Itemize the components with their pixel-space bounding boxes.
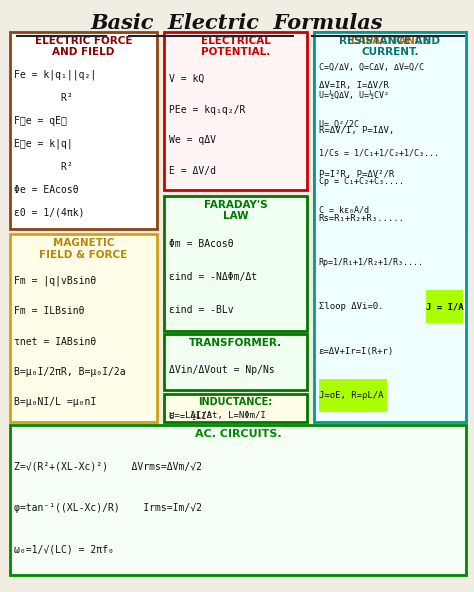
Text: E⃗e = k|q|: E⃗e = k|q| (15, 139, 73, 149)
Text: J=σE, R=ρL/A: J=σE, R=ρL/A (319, 391, 383, 400)
Bar (164, 334, 307, 390)
Text: C=Q/ΔV, Q=CΔV, ΔV=Q/C: C=Q/ΔV, Q=CΔV, ΔV=Q/C (319, 63, 424, 72)
Text: RESISTANCE AND
CURRENT.: RESISTANCE AND CURRENT. (339, 36, 440, 57)
Bar (426, 290, 463, 323)
Text: J = I/A: J = I/A (426, 303, 463, 311)
Text: P=I²R, P=ΔV²/R: P=I²R, P=ΔV²/R (319, 170, 394, 179)
Text: CAPACITANCE: CAPACITANCE (350, 36, 430, 46)
Text: U=½QΔV, U=½CV²: U=½QΔV, U=½CV² (319, 91, 389, 101)
Text: ε=-LΔI/Δt, L=NΦm/I: ε=-LΔI/Δt, L=NΦm/I (169, 411, 265, 420)
Bar (10, 425, 466, 575)
Text: Rp=1/R₁+1/R₂+1/R₃....: Rp=1/R₁+1/R₂+1/R₃.... (319, 258, 424, 267)
Text: We = qΔV: We = qΔV (169, 135, 216, 145)
Text: R²: R² (15, 93, 73, 103)
Bar (164, 197, 307, 331)
Text: τnet = IABsinθ: τnet = IABsinθ (15, 337, 97, 347)
Text: Fm = ILBsinθ: Fm = ILBsinθ (15, 307, 85, 317)
Text: V = kQ: V = kQ (169, 74, 204, 84)
Text: MAGNETIC
FIELD & FORCE: MAGNETIC FIELD & FORCE (39, 238, 128, 259)
Text: ELECTRIC FORCE
AND FIELD: ELECTRIC FORCE AND FIELD (35, 36, 132, 57)
Text: AC. CIRCUITS.: AC. CIRCUITS. (194, 429, 281, 439)
Text: ELECTRICAL
POTENTIAL.: ELECTRICAL POTENTIAL. (201, 36, 271, 57)
Text: B=μ₀NI/L =μ₀nI: B=μ₀NI/L =μ₀nI (15, 397, 97, 407)
Text: Cp = C₁+C₂+C₃....: Cp = C₁+C₂+C₃.... (319, 176, 403, 186)
Text: B=μ₀I/2πR, B=μ₀I/2a: B=μ₀I/2πR, B=μ₀I/2a (15, 367, 126, 377)
Text: INDUCTANCE:: INDUCTANCE: (199, 397, 273, 407)
Text: ΔVin/ΔVout = Np/Ns: ΔVin/ΔVout = Np/Ns (169, 365, 274, 375)
Text: εind = -BLv: εind = -BLv (169, 305, 234, 315)
Text: TRANSFORMER.: TRANSFORMER. (189, 337, 282, 348)
Bar (164, 32, 307, 191)
Text: Σloop ΔVi=0.: Σloop ΔVi=0. (319, 303, 410, 311)
Text: εind = -NΔΦm/Δt: εind = -NΔΦm/Δt (169, 272, 257, 282)
Text: PEe = kq₁q₂/R: PEe = kq₁q₂/R (169, 105, 245, 114)
Bar (10, 32, 157, 229)
Text: Basic  Electric  Formulas: Basic Electric Formulas (91, 13, 383, 33)
Text: Rs=R₁+R₂+R₃.....: Rs=R₁+R₂+R₃..... (319, 214, 405, 223)
Bar (314, 32, 466, 422)
Text: ε0 = 1/(4πk): ε0 = 1/(4πk) (15, 207, 85, 217)
Text: E = ΔV/d: E = ΔV/d (169, 166, 216, 175)
Text: FARADAY'S
LAW: FARADAY'S LAW (204, 200, 267, 221)
Text: R=ΔV/I, P=IΔV,: R=ΔV/I, P=IΔV, (319, 126, 394, 134)
Text: ε=ΔV+Ir=I(R+r): ε=ΔV+Ir=I(R+r) (319, 346, 394, 356)
Text: U = ½LI²: U = ½LI² (169, 412, 212, 422)
Text: Φm = BAcosθ: Φm = BAcosθ (169, 239, 234, 249)
Bar (10, 234, 157, 422)
Text: φ=tan⁻¹((XL-Xc)/R)    Irms=Im/√2: φ=tan⁻¹((XL-Xc)/R) Irms=Im/√2 (15, 503, 202, 513)
Text: R²: R² (15, 162, 73, 172)
Text: ω₀=1/√(LC) = 2πf₀: ω₀=1/√(LC) = 2πf₀ (15, 544, 114, 554)
Text: Z=√(R²+(XL-Xc)²)    ΔVrms=ΔVm/√2: Z=√(R²+(XL-Xc)²) ΔVrms=ΔVm/√2 (15, 462, 202, 472)
Text: Fm = |q|vBsinθ: Fm = |q|vBsinθ (15, 276, 97, 287)
Text: C = kε₀A/d: C = kε₀A/d (319, 205, 369, 214)
Text: ΔV=IR, I=ΔV/R: ΔV=IR, I=ΔV/R (319, 81, 388, 91)
Bar (314, 32, 466, 229)
Text: F⃗e = qE⃗: F⃗e = qE⃗ (15, 116, 67, 126)
Bar (164, 394, 307, 422)
Text: U= Q²/2C: U= Q²/2C (319, 120, 358, 129)
Text: Fe = k|q₁||q₂|: Fe = k|q₁||q₂| (15, 70, 97, 81)
Text: Φe = EAcosθ: Φe = EAcosθ (15, 185, 79, 195)
Bar (319, 379, 387, 412)
Text: 1/Cs = 1/C₁+1/C₂+1/C₃...: 1/Cs = 1/C₁+1/C₂+1/C₃... (319, 148, 438, 157)
